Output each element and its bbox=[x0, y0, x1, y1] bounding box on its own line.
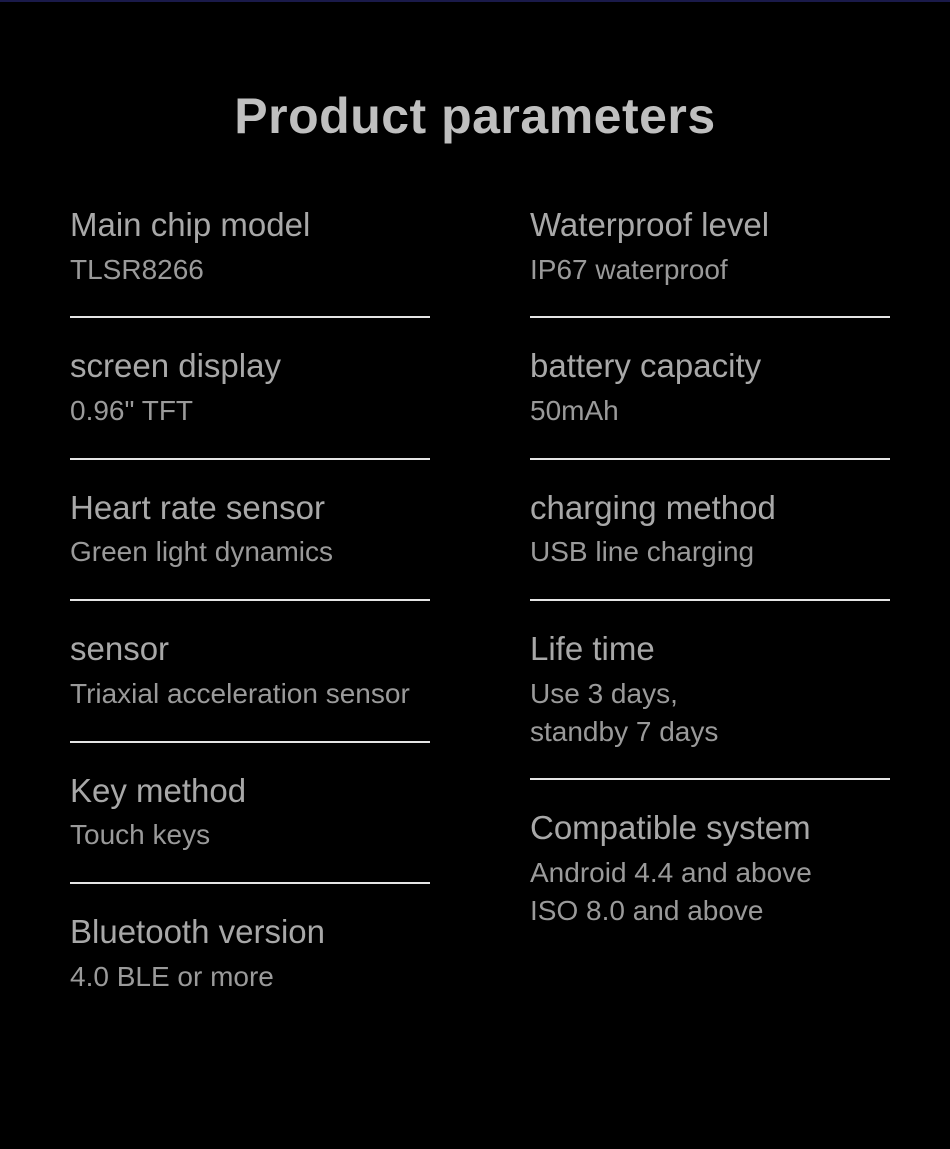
spec-item: Bluetooth version 4.0 BLE or more bbox=[70, 912, 430, 1023]
spec-item: Key method Touch keys bbox=[70, 771, 430, 884]
spec-value: Use 3 days, standby 7 days bbox=[530, 675, 890, 751]
spec-item: Main chip model TLSR8266 bbox=[70, 205, 430, 318]
spec-label: Compatible system bbox=[530, 808, 890, 848]
spec-item: screen display 0.96" TFT bbox=[70, 346, 430, 459]
page-title: Product parameters bbox=[0, 87, 950, 145]
spec-value: USB line charging bbox=[530, 533, 890, 571]
spec-item: Compatible system Android 4.4 and above I… bbox=[530, 808, 890, 957]
spec-label: Heart rate sensor bbox=[70, 488, 430, 528]
spec-value: 0.96" TFT bbox=[70, 392, 430, 430]
spec-item: charging method USB line charging bbox=[530, 488, 890, 601]
spec-item: battery capacity 50mAh bbox=[530, 346, 890, 459]
spec-label: sensor bbox=[70, 629, 430, 669]
spec-value: Touch keys bbox=[70, 816, 430, 854]
page-container: Product parameters Main chip model TLSR82… bbox=[0, 2, 950, 1149]
spec-label: battery capacity bbox=[530, 346, 890, 386]
left-column: Main chip model TLSR8266 screen display 0.9… bbox=[70, 205, 430, 1051]
spec-label: Waterproof level bbox=[530, 205, 890, 245]
spec-value: 50mAh bbox=[530, 392, 890, 430]
parameters-grid: Main chip model TLSR8266 screen display 0.9… bbox=[0, 205, 950, 1051]
spec-value: Triaxial acceleration sensor bbox=[70, 675, 430, 713]
spec-label: Bluetooth version bbox=[70, 912, 430, 952]
spec-value: Green light dynamics bbox=[70, 533, 430, 571]
spec-item: Life time Use 3 days, standby 7 days bbox=[530, 629, 890, 780]
spec-item: sensor Triaxial acceleration sensor bbox=[70, 629, 430, 742]
spec-value: Android 4.4 and above ISO 8.0 and above bbox=[530, 854, 890, 930]
spec-value: TLSR8266 bbox=[70, 251, 430, 289]
spec-label: Main chip model bbox=[70, 205, 430, 245]
spec-label: Life time bbox=[530, 629, 890, 669]
spec-label: Key method bbox=[70, 771, 430, 811]
spec-label: charging method bbox=[530, 488, 890, 528]
right-column: Waterproof level IP67 waterproof battery c… bbox=[530, 205, 890, 1051]
spec-item: Waterproof level IP67 waterproof bbox=[530, 205, 890, 318]
spec-value: IP67 waterproof bbox=[530, 251, 890, 289]
spec-item: Heart rate sensor Green light dynamics bbox=[70, 488, 430, 601]
spec-value: 4.0 BLE or more bbox=[70, 958, 430, 996]
spec-label: screen display bbox=[70, 346, 430, 386]
